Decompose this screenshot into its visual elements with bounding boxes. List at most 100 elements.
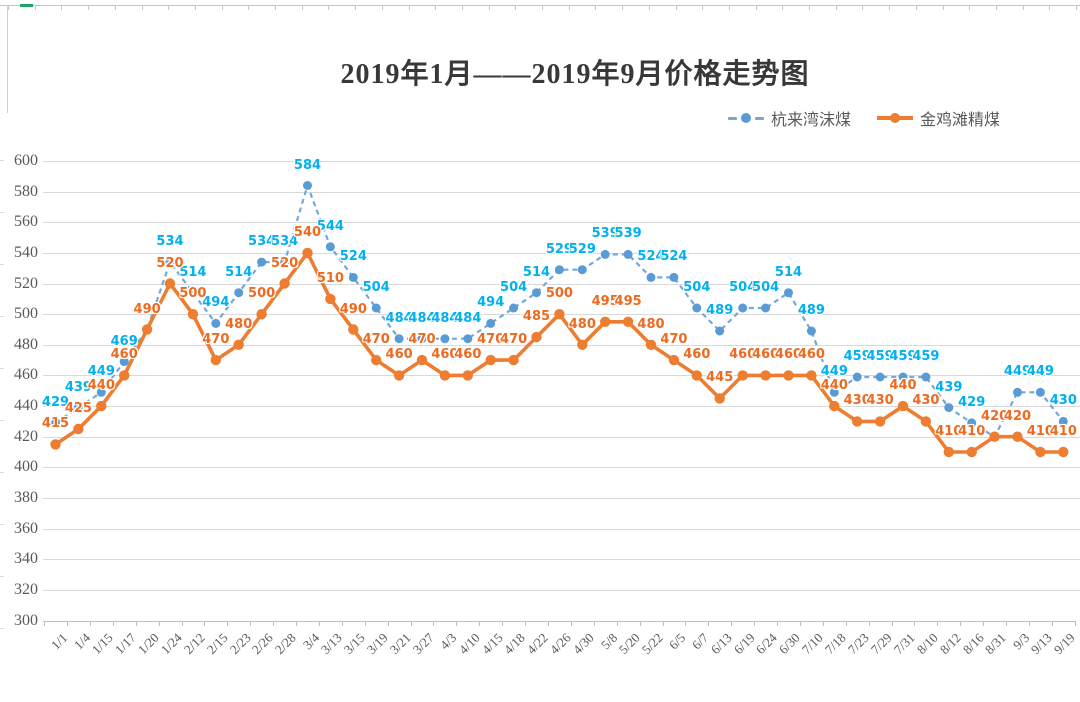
data-point-marker bbox=[1035, 387, 1045, 397]
x-axis-tick bbox=[685, 621, 687, 626]
data-point-marker bbox=[944, 403, 954, 413]
data-point-marker bbox=[898, 372, 908, 382]
data-point-marker bbox=[646, 272, 656, 282]
data-label: 504 bbox=[752, 280, 780, 295]
data-point-marker bbox=[852, 416, 863, 427]
left-ruler-tick bbox=[0, 524, 4, 525]
left-ruler-tick bbox=[0, 316, 4, 317]
data-point-marker bbox=[463, 334, 473, 344]
data-label: 490 bbox=[133, 301, 161, 317]
data-label: 449 bbox=[1003, 364, 1032, 380]
data-point-marker bbox=[692, 303, 702, 313]
data-label: 534 bbox=[156, 234, 184, 250]
data-point-marker bbox=[417, 334, 427, 344]
top-ruler-tick bbox=[969, 6, 971, 10]
data-label: 534 bbox=[271, 234, 299, 250]
top-ruler-tick bbox=[461, 6, 463, 10]
data-point-marker bbox=[164, 278, 176, 289]
data-point-marker bbox=[829, 400, 840, 412]
x-axis-tick bbox=[777, 621, 778, 626]
data-point-marker bbox=[784, 288, 793, 298]
data-label: 470 bbox=[500, 332, 528, 348]
data-point-marker bbox=[280, 257, 290, 267]
data-point-marker bbox=[531, 331, 542, 343]
data-label: 460 bbox=[729, 347, 757, 363]
data-label: 489 bbox=[706, 303, 734, 318]
data-point-marker bbox=[1035, 446, 1046, 458]
x-axis-tick bbox=[181, 621, 183, 626]
data-point-marker bbox=[371, 354, 382, 366]
data-label: 410 bbox=[1026, 424, 1054, 439]
data-label: 529 bbox=[568, 241, 596, 257]
left-ruler-tick bbox=[0, 576, 4, 577]
data-point-marker bbox=[233, 339, 244, 350]
top-ruler-tick bbox=[248, 6, 250, 10]
data-label: 469 bbox=[110, 333, 138, 349]
data-point-marker bbox=[256, 309, 267, 320]
x-axis-tick bbox=[89, 621, 91, 626]
top-ruler-tick bbox=[435, 6, 437, 10]
data-point-marker bbox=[761, 303, 771, 313]
x-axis-tick bbox=[204, 621, 206, 626]
top-ruler-tick bbox=[221, 6, 223, 10]
data-point-marker bbox=[554, 309, 565, 320]
y-axis-tick-label: 520 bbox=[14, 274, 38, 292]
gridline bbox=[43, 375, 1080, 377]
y-axis-tick-label: 480 bbox=[14, 335, 38, 353]
y-axis-tick-label: 580 bbox=[14, 182, 38, 200]
data-label: 459 bbox=[843, 349, 871, 364]
data-label: 460 bbox=[431, 347, 459, 363]
x-axis-tick bbox=[822, 621, 824, 626]
top-ruler-tick bbox=[488, 6, 490, 10]
x-axis-tick bbox=[67, 621, 68, 626]
data-point-marker bbox=[325, 242, 335, 252]
x-axis-tick bbox=[891, 621, 893, 626]
data-point-marker bbox=[303, 181, 312, 190]
data-point-marker bbox=[96, 400, 107, 412]
data-label: 430 bbox=[1049, 393, 1077, 409]
data-label: 524 bbox=[637, 249, 665, 265]
x-axis-tick bbox=[296, 621, 297, 626]
data-label: 445 bbox=[706, 370, 734, 386]
left-ruler-tick bbox=[0, 264, 4, 265]
data-point-marker bbox=[920, 416, 932, 427]
x-axis-tick bbox=[158, 621, 160, 626]
chart-legend: 杭来湾沫煤 金鸡滩精煤 bbox=[728, 106, 1000, 130]
data-point-marker bbox=[257, 257, 267, 267]
data-point-marker bbox=[897, 400, 909, 412]
data-label: 460 bbox=[683, 347, 711, 363]
data-label: 494 bbox=[202, 295, 230, 311]
top-ruler-tick bbox=[835, 6, 837, 10]
data-point-marker bbox=[50, 439, 61, 450]
data-label: 500 bbox=[248, 286, 276, 302]
gridline bbox=[43, 161, 1080, 162]
data-label: 410 bbox=[935, 424, 963, 439]
data-label: 470 bbox=[660, 332, 688, 348]
data-point-marker bbox=[485, 354, 496, 366]
left-ruler-tick bbox=[0, 212, 4, 213]
data-label: 495 bbox=[591, 293, 619, 309]
data-label: 514 bbox=[774, 264, 803, 280]
data-label: 460 bbox=[385, 347, 413, 363]
data-point-marker bbox=[325, 293, 336, 305]
data-label: 429 bbox=[41, 394, 70, 410]
data-point-marker bbox=[600, 316, 611, 327]
top-ruler-tick bbox=[675, 6, 677, 10]
data-point-marker bbox=[852, 372, 862, 382]
legend-label: 金鸡滩精煤 bbox=[920, 112, 1001, 129]
left-ruler-tick bbox=[0, 628, 4, 629]
data-point-marker bbox=[760, 370, 771, 381]
y-axis-tick-label: 400 bbox=[14, 458, 38, 476]
data-point-marker bbox=[210, 354, 221, 366]
data-label: 460 bbox=[752, 347, 780, 363]
data-label: 440 bbox=[820, 378, 848, 394]
top-ruler-tick bbox=[194, 6, 196, 10]
data-point-marker bbox=[943, 446, 954, 458]
data-label: 504 bbox=[683, 280, 711, 295]
row-header-edge bbox=[7, 5, 8, 113]
data-point-marker bbox=[508, 354, 519, 366]
top-ruler-tick bbox=[542, 6, 543, 10]
data-label: 440 bbox=[889, 378, 917, 394]
data-point-marker bbox=[486, 318, 496, 328]
data-label: 459 bbox=[889, 349, 917, 364]
